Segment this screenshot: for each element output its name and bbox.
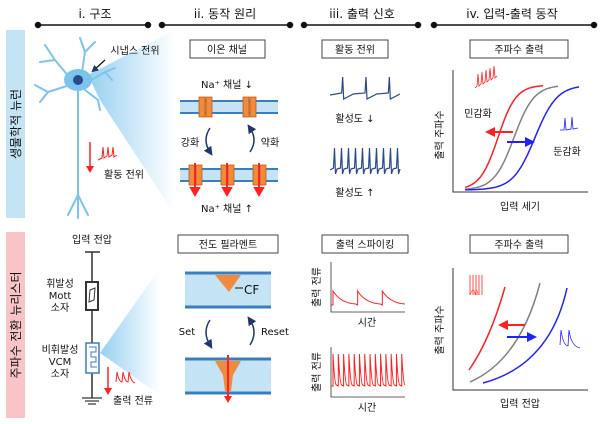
ion-channel-panel: 이온 채널 Na⁺ 채널 ↓ 강화 약화 Na⁺ 채널 ↑ bbox=[180, 39, 279, 215]
frequency-plot-top: 주파수 출력 민감화 둔감화 출력 주파수 입력 세기 bbox=[434, 39, 588, 213]
vcm-label-1: 비휘발성 bbox=[42, 344, 79, 356]
neuron-illustration: 시냅스 전위 활동 전위 bbox=[34, 30, 175, 219]
row-bar-bio bbox=[6, 30, 25, 218]
vcm-label-3: 소자 bbox=[51, 368, 69, 380]
mott-label-1: 휘발성 bbox=[46, 278, 74, 290]
ylabel-top: 출력 주파수 bbox=[434, 110, 446, 159]
activity-up-label: 활성도 ↑ bbox=[335, 186, 374, 199]
freq-title-top: 주파수 출력 bbox=[494, 44, 543, 56]
spiking-title: 출력 스파이킹 bbox=[336, 239, 394, 251]
red-curve-bottom bbox=[468, 286, 506, 371]
sensitized-curve bbox=[464, 84, 544, 189]
col-io: iv. 입력-출력 동작 bbox=[466, 7, 558, 21]
time-label-1: 시간 bbox=[358, 317, 376, 329]
ylabel-bottom: 출력 주파수 bbox=[434, 305, 446, 354]
col-structure: i. 구조 bbox=[78, 7, 111, 21]
frequency-plot-bottom: 주파수 출력 출력 주파수 입력 전압 bbox=[434, 234, 588, 410]
col-principle: ii. 동작 원리 bbox=[194, 7, 256, 21]
row-label-neuristor: 주파수 전환 뉴리스터 bbox=[9, 272, 23, 379]
set-label: Set bbox=[179, 327, 196, 338]
blue-curve-bottom bbox=[482, 287, 568, 384]
reset-label: Reset bbox=[261, 327, 289, 338]
col-signal: iii. 출력 신호 bbox=[329, 7, 395, 21]
output-current-label: 출력 전류 bbox=[113, 395, 153, 407]
spiking-panel: 출력 스파이킹 출력 전류 시간 출력 전류 시간 bbox=[311, 234, 409, 414]
na-down-label: Na⁺ 채널 ↓ bbox=[201, 79, 253, 91]
weaken-label: 약화 bbox=[261, 137, 279, 149]
desensitize-label: 둔감화 bbox=[553, 146, 581, 158]
input-voltage-label: 입력 전압 bbox=[72, 233, 112, 246]
row-label-bio: 생물학적 뉴런 bbox=[9, 89, 23, 159]
time-label-2: 시간 bbox=[358, 402, 376, 414]
activity-down-label: 활성도 ↓ bbox=[335, 112, 374, 125]
filament-title: 전도 필라멘트 bbox=[199, 239, 257, 251]
freq-title-bottom: 주파수 출력 bbox=[494, 239, 543, 251]
signal-panel-top: 활동 전위 활성도 ↓ 활성도 ↑ bbox=[321, 39, 401, 199]
spike-ylabel-1: 출력 전류 bbox=[311, 267, 323, 307]
neuristor-circuit: 입력 전압 휘발성 Mott 소자 비휘발성 VCM 소자 출력 전류 bbox=[42, 233, 160, 407]
high-spiking-trace bbox=[331, 353, 406, 387]
gray-curve-bottom bbox=[469, 282, 541, 383]
low-spiking-trace bbox=[331, 289, 406, 306]
low-activity-trace bbox=[329, 76, 401, 100]
filament-panel: 전도 필라멘트 CF Set Reset bbox=[177, 234, 289, 403]
mott-label-3: 소자 bbox=[51, 302, 69, 314]
cf-label: CF bbox=[244, 283, 259, 297]
strengthen-label: 강화 bbox=[181, 137, 199, 149]
action-potential-label: 활동 전위 bbox=[104, 168, 144, 181]
desensitized-curve bbox=[465, 86, 580, 191]
synapse-label: 시냅스 전위 bbox=[110, 44, 159, 57]
signal-title: 활동 전위 bbox=[335, 43, 375, 56]
row-bar-neuristor bbox=[6, 232, 25, 418]
na-up-label: Na⁺ 채널 ↑ bbox=[201, 203, 253, 215]
spike-ylabel-2: 출력 전류 bbox=[311, 352, 323, 392]
vcm-label-2: VCM bbox=[49, 357, 71, 368]
sensitize-label: 민감화 bbox=[464, 108, 492, 120]
mott-label-2: Mott bbox=[49, 291, 72, 302]
baseline-curve bbox=[464, 85, 559, 190]
xlabel-bottom: 입력 전압 bbox=[500, 397, 540, 410]
column-headers: i. 구조 ii. 동작 원리 iii. 출력 신호 iv. 입력-출력 동작 bbox=[34, 7, 598, 29]
ion-channel-title: 이온 채널 bbox=[207, 44, 247, 56]
xlabel-top: 입력 세기 bbox=[500, 200, 540, 213]
high-activity-trace bbox=[329, 147, 401, 175]
